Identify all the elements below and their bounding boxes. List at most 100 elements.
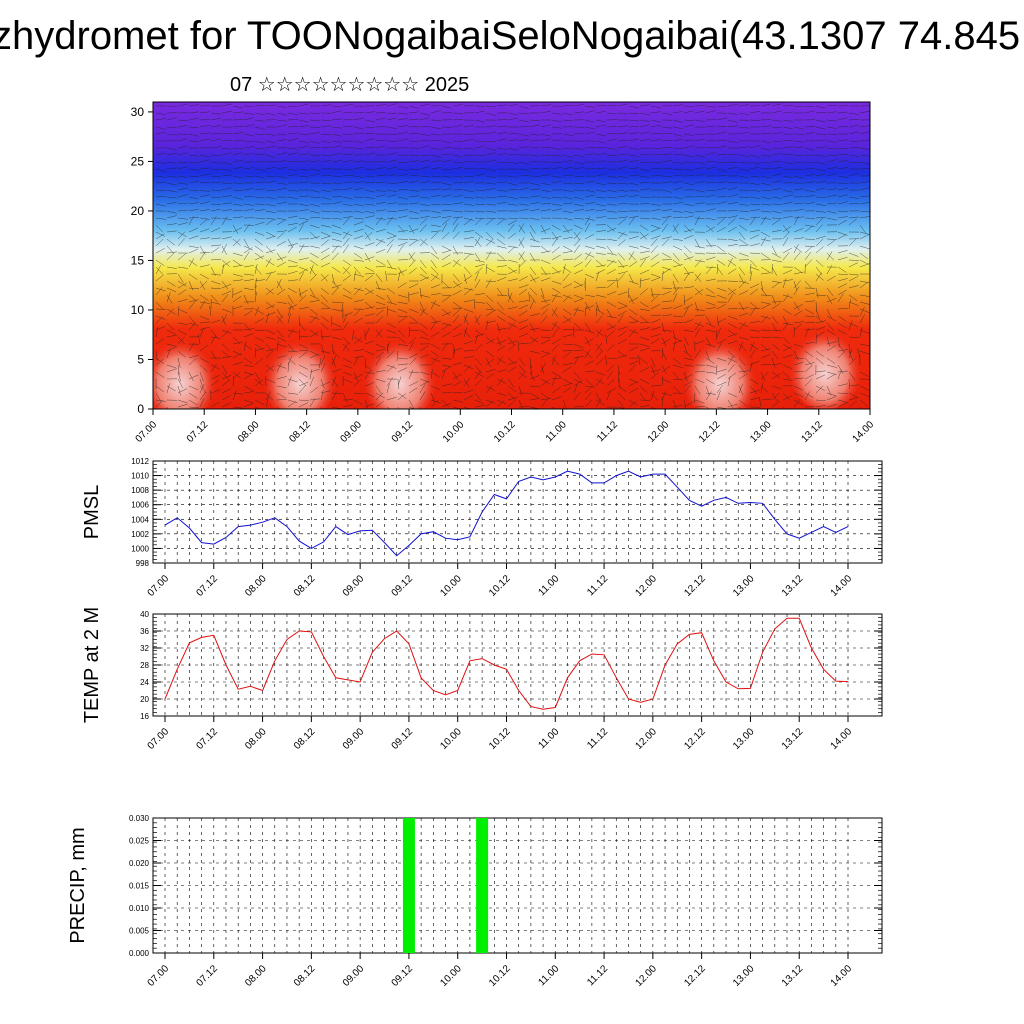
wind-vector [650,314,661,317]
wind-vector [386,189,397,192]
wind-vector [749,119,760,122]
wind-vector [540,189,551,193]
wind-vector [639,378,649,384]
wind-vector [287,147,298,150]
wind-vector [232,350,243,356]
wind-vector [661,290,672,296]
wind-vector [738,370,749,373]
wind-vector [375,239,384,247]
wind-vector [452,210,463,213]
wind-vector [507,336,515,345]
wind-vector [639,245,650,250]
wind-vector [815,187,826,191]
wind-vector [551,307,558,317]
wind-vector [166,196,177,199]
wind-vector [716,381,727,387]
wind-vector [276,112,287,116]
wind-vector [793,323,803,331]
y-tick-label: 0.020 [129,859,150,868]
wind-vector [837,117,848,121]
wind-vector [518,364,526,373]
wind-vector [562,159,573,163]
wind-vector [441,383,452,387]
wind-vector [485,280,496,282]
wind-vector [694,161,705,165]
wind-vector [837,364,844,374]
wind-vector [705,343,716,348]
wind-vector [254,252,264,260]
wind-vector [496,369,507,373]
wind-vector [463,245,474,248]
wind-vector [639,131,650,135]
wind-vector [771,210,782,214]
wind-vector [518,237,525,247]
wind-vector [210,364,221,370]
wind-vector [727,257,733,268]
wind-vector [463,147,474,150]
wind-vector [628,251,635,261]
wind-vector [474,263,485,268]
wind-vector [441,245,452,251]
wind-vector [760,336,771,338]
wind-vector [232,152,243,156]
x-tick-label: 12.00 [634,573,660,599]
wind-vector [595,252,606,255]
wind-vector [694,301,699,312]
wind-vector [529,208,540,212]
wind-vector [276,201,287,205]
wind-vector [628,182,639,186]
x-tick-label: 10.00 [438,726,464,752]
wind-vector [804,392,814,399]
wind-vector [595,264,606,268]
wind-vector [419,329,429,337]
wind-vector [265,378,276,384]
wind-vector [485,266,495,273]
wind-vector [606,330,615,338]
wind-vector [749,329,760,332]
wind-vector [265,245,274,254]
wind-vector [529,139,540,142]
wind-vector [771,343,780,351]
wind-vector [298,245,309,247]
wind-vector [166,117,177,121]
x-tick-label: 09.00 [341,963,367,989]
wind-vector [474,293,485,296]
wind-vector [595,301,600,312]
wind-vector [507,175,518,178]
wind-vector [485,238,494,247]
wind-vector [628,194,639,198]
wind-vector [507,315,517,322]
wind-vector [430,259,437,269]
wind-vector [331,252,339,261]
wind-vector [386,174,397,177]
wind-vector [430,175,441,178]
wind-vector [287,362,289,373]
wind-vector [254,126,265,130]
wind-vector [760,182,771,186]
wind-vector [672,138,683,142]
wind-vector [639,269,650,275]
wind-vector [463,378,470,388]
wind-vector [672,404,683,408]
wind-vector [639,250,650,254]
wind-vector [518,288,528,296]
wind-vector [584,399,593,408]
wind-vector [815,119,826,123]
wind-vector [199,194,210,198]
wind-vector [782,343,792,350]
wind-vector [386,266,397,270]
wind-vector [826,341,837,345]
wind-vector [210,379,219,387]
wind-vector [529,371,535,382]
wind-vector [221,174,232,177]
wind-vector [463,167,474,170]
wind-vector [617,392,626,401]
wind-vector [430,230,441,233]
wind-vector [529,231,536,241]
wind-vector [716,161,727,164]
wind-vector [804,357,813,366]
wind-vector [606,344,615,352]
wind-vector [276,152,287,156]
wind-vector [320,217,331,219]
wind-vector [177,166,188,170]
